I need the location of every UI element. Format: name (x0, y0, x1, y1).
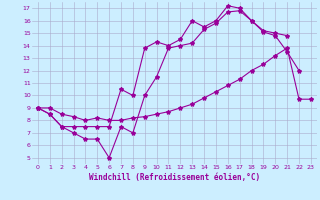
X-axis label: Windchill (Refroidissement éolien,°C): Windchill (Refroidissement éolien,°C) (89, 173, 260, 182)
